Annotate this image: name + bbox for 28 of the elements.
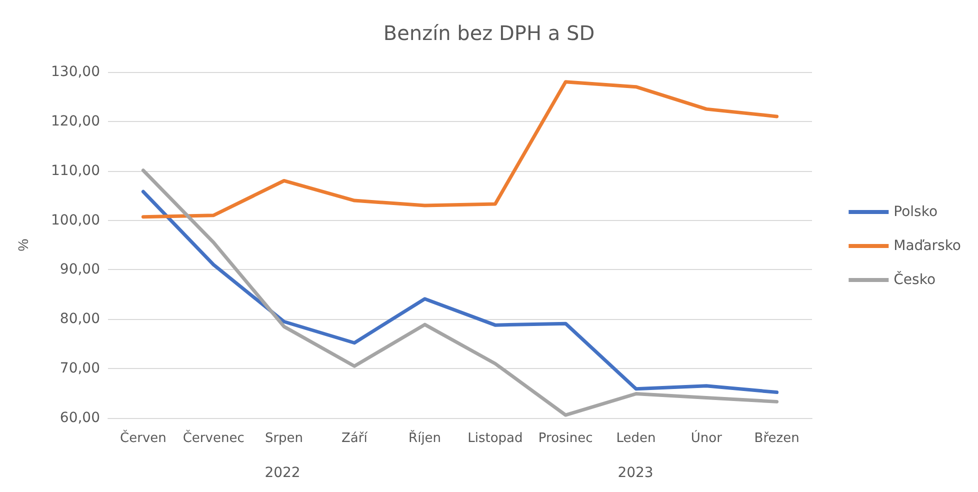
x-tick-label: Říjen [408, 430, 442, 446]
y-tick-label: 60,00 [60, 410, 100, 426]
x-tick-label: Srpen [264, 431, 304, 446]
y-tick-label: 110,00 [51, 162, 100, 179]
legend-label: Polsko [894, 204, 938, 220]
y-tick-label: 80,00 [60, 311, 100, 328]
x-tick-label: Únor [690, 429, 723, 446]
y-tick-label: 70,00 [60, 360, 100, 377]
y-tick-label: 130,00 [51, 64, 100, 80]
text: 2023 [618, 465, 654, 481]
x-tick-label: Listopad [468, 431, 523, 446]
legend-label: Maďarsko [894, 238, 962, 254]
x-tick-label: Červen [120, 429, 166, 446]
legend-label: Česko [894, 271, 936, 288]
x-tick-label: Září [341, 431, 368, 446]
line-series [141, 80, 779, 219]
y-tick-label: 120,00 [51, 113, 100, 130]
x-tick-label: Březen [754, 431, 800, 446]
y-tick-label: 100,00 [51, 212, 100, 228]
y-axis-title: % [15, 238, 31, 252]
line-series [141, 190, 779, 394]
line-series [141, 168, 779, 417]
text: 2022 [264, 465, 300, 481]
x-tick-label: Leden [616, 431, 656, 446]
chart-title: Benzín bez DPH a SD [383, 21, 595, 45]
x-tick-label: Prosinec [538, 431, 593, 446]
y-tick-label: 90,00 [60, 262, 100, 278]
x-tick-label: Červenec [182, 429, 244, 446]
